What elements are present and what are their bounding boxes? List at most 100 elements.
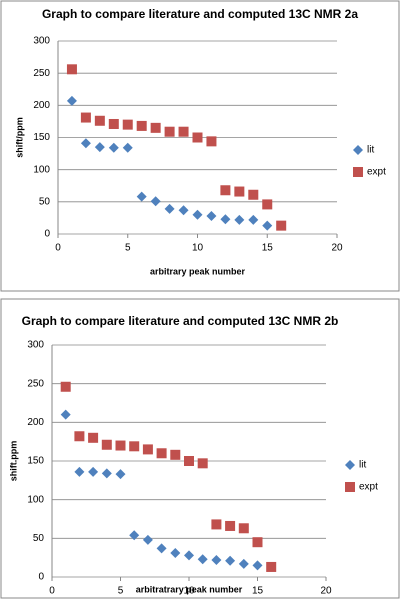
y-tick-label: 300 (27, 340, 44, 351)
point (101, 468, 112, 479)
point (142, 534, 153, 545)
y-tick-label: 0 (38, 572, 44, 583)
point (238, 558, 249, 569)
point (262, 220, 273, 231)
legend-marker (345, 482, 355, 492)
point (220, 185, 231, 196)
point (164, 203, 175, 214)
point (211, 519, 222, 530)
x-tick-label: 0 (49, 586, 55, 597)
point (108, 118, 119, 129)
point (156, 448, 167, 459)
x-tick-label: 15 (252, 586, 264, 597)
x-tick-label: 5 (125, 243, 131, 254)
point (192, 209, 203, 220)
y-tick-label: 0 (44, 229, 50, 240)
point (150, 196, 161, 207)
point (211, 554, 222, 565)
chart-frame (0, 0, 400, 292)
point (248, 189, 259, 200)
y-tick-label: 50 (33, 533, 45, 544)
x-tick-label: 20 (331, 243, 343, 254)
point (266, 561, 277, 572)
point (164, 126, 175, 137)
point (156, 543, 167, 554)
point (234, 186, 245, 197)
point (88, 466, 99, 477)
point (234, 214, 245, 225)
point (136, 191, 147, 202)
point (60, 409, 71, 420)
chart-title: Graph to compare literature and computed… (42, 7, 358, 21)
x-axis-label: arbitratrary peak number (136, 584, 243, 594)
x-axis-label: arbitrary peak number (150, 266, 246, 276)
point (150, 122, 161, 133)
point (80, 138, 91, 149)
point (178, 205, 189, 216)
legend-marker (353, 145, 363, 155)
point (129, 530, 140, 541)
point (60, 381, 71, 392)
point (248, 214, 259, 225)
x-tick-label: 15 (262, 243, 274, 254)
point (94, 115, 105, 126)
point (252, 560, 263, 571)
point (220, 214, 231, 225)
y-tick-label: 200 (27, 417, 44, 428)
y-tick-label: 250 (33, 68, 50, 79)
point (206, 136, 217, 147)
point (225, 520, 236, 531)
point (170, 548, 181, 559)
point (276, 220, 287, 231)
point (197, 458, 208, 469)
point (94, 142, 105, 153)
point (80, 112, 91, 123)
point (108, 142, 119, 153)
y-tick-label: 100 (27, 494, 44, 505)
point (252, 537, 263, 548)
y-tick-label: 200 (33, 100, 50, 111)
point (192, 132, 203, 143)
point (101, 439, 112, 450)
point (178, 126, 189, 137)
point (122, 119, 133, 130)
point (66, 95, 77, 106)
legend-label: lit (367, 145, 374, 156)
x-tick-label: 10 (192, 243, 204, 254)
point (74, 431, 85, 442)
chart-title: Graph to compare literature and computed… (22, 314, 339, 328)
legend-label: lit (359, 460, 366, 471)
point (115, 440, 126, 451)
point (170, 449, 181, 460)
y-tick-label: 300 (33, 36, 50, 47)
y-axis-label: shift/ppm (14, 117, 24, 158)
x-tick-label: 0 (55, 243, 61, 254)
y-axis-label: shift.ppm (8, 441, 18, 482)
point (206, 210, 217, 221)
y-tick-label: 50 (39, 196, 51, 207)
point (238, 523, 249, 534)
x-tick-label: 5 (118, 586, 124, 597)
y-tick-label: 150 (27, 456, 44, 467)
legend-label: expt (359, 482, 378, 493)
point (129, 441, 140, 452)
x-tick-label: 10 (183, 586, 195, 597)
point (225, 555, 236, 566)
point (88, 432, 99, 443)
point (197, 554, 208, 565)
legend-marker (345, 460, 355, 470)
x-tick-label: 20 (320, 586, 332, 597)
y-tick-label: 150 (33, 132, 50, 143)
legend-label: expt (367, 167, 386, 178)
point (122, 142, 133, 153)
chart-frame (0, 298, 400, 599)
point (262, 199, 273, 210)
y-tick-label: 100 (33, 164, 50, 175)
point (66, 64, 77, 75)
point (184, 550, 194, 561)
y-tick-label: 250 (27, 378, 44, 389)
point (115, 469, 126, 480)
point (184, 456, 194, 466)
point (74, 466, 85, 477)
